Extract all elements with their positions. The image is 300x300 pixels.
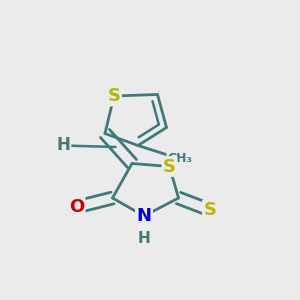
Text: N: N [136,207,152,225]
Text: S: S [203,201,217,219]
Text: H: H [56,136,70,154]
Text: S: S [107,87,121,105]
Text: CH₃: CH₃ [167,152,193,166]
Text: S: S [163,158,176,175]
Text: O: O [69,198,84,216]
Text: H: H [138,231,150,246]
